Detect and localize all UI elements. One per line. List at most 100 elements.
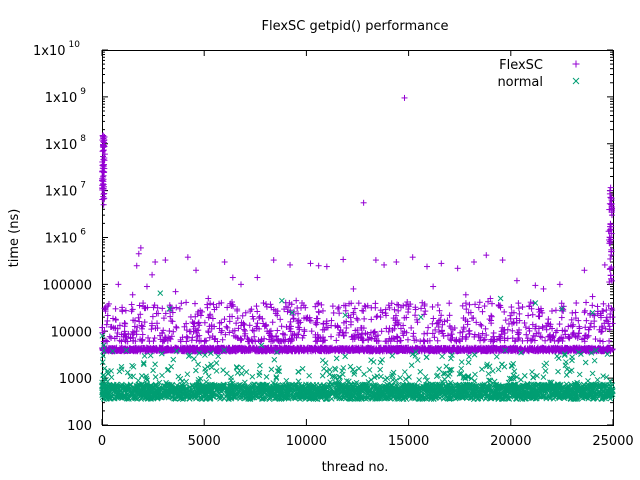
flexsc-point: [340, 256, 347, 263]
y-axis-label: time (ns): [7, 209, 22, 268]
flexsc-point: [323, 263, 330, 270]
x-tick-label: 5000: [188, 434, 221, 449]
normal-point: [559, 306, 565, 312]
scatter-points: [99, 94, 615, 366]
flexsc-point: [143, 283, 150, 290]
flexsc-point: [438, 260, 445, 267]
flexsc-point: [601, 261, 608, 268]
normal-point: [99, 332, 106, 339]
flexsc-point: [454, 265, 461, 272]
x-axis-ticks: 0 5000 10000 15000 20000 25000: [98, 50, 634, 449]
flexsc-point: [607, 236, 614, 243]
normal-point: [418, 314, 424, 320]
flexsc-point: [372, 257, 379, 264]
flexsc-point: [99, 165, 106, 172]
flexsc-point: [100, 132, 107, 139]
normal-point: [342, 312, 349, 319]
flexsc-point: [556, 281, 563, 288]
normal-cloud: [99, 347, 616, 403]
flexsc-point: [152, 259, 159, 266]
flexsc-point: [409, 254, 416, 261]
flexsc-point: [532, 282, 539, 289]
x-axis-label: thread no.: [322, 460, 389, 475]
normal-point: [589, 309, 596, 316]
chart-title: FlexSC getpid() performance: [261, 19, 448, 34]
y-tick-label: 1x10 10: [33, 40, 80, 59]
flexsc-point: [287, 261, 294, 268]
legend-marker-normal: [572, 77, 580, 85]
x-tick-label: 15000: [388, 434, 429, 449]
normal-point: [100, 352, 106, 359]
normal-point: [279, 297, 285, 304]
flexsc-point: [608, 212, 615, 219]
flexsc-point: [423, 263, 430, 270]
flexsc-point: [540, 285, 547, 292]
flexsc-point: [99, 137, 106, 144]
flexsc-point: [471, 259, 478, 266]
y-tick-label: 100000: [42, 278, 92, 293]
flexsc-point: [487, 295, 494, 302]
normal-point: [289, 309, 295, 316]
flexsc-point: [260, 300, 267, 307]
flexsc-point: [393, 259, 400, 266]
x-tick-label: 0: [98, 434, 106, 449]
flexsc-point: [401, 94, 408, 101]
flexsc-point: [293, 297, 300, 304]
flexsc-point: [462, 291, 469, 298]
flexsc-point: [364, 302, 371, 309]
flexsc-cloud: [99, 132, 616, 355]
x-tick-label: 20000: [490, 434, 531, 449]
x-tick-label: 25000: [592, 434, 633, 449]
y-tick-label: 1x10 9: [45, 87, 87, 106]
flexsc-point: [589, 293, 596, 300]
flexsc-point: [99, 324, 106, 331]
legend-marker-flexsc: [572, 60, 580, 68]
normal-point: [319, 357, 326, 364]
flexsc-point: [360, 199, 367, 206]
flexsc-point: [581, 267, 588, 274]
flexsc-point: [101, 142, 108, 149]
flexsc-point: [381, 261, 388, 268]
normal-point: [258, 342, 265, 349]
flexsc-point: [430, 283, 437, 290]
normal-point: [166, 306, 173, 312]
flexsc-point: [221, 259, 228, 266]
flexsc-point: [513, 277, 520, 284]
flexsc-point: [606, 187, 613, 194]
flexsc-point: [101, 133, 108, 140]
legend-label-normal: normal: [497, 75, 543, 90]
flexsc-point: [115, 281, 122, 288]
flexsc-point: [101, 151, 108, 158]
normal-point: [569, 354, 575, 361]
flexsc-point: [350, 285, 357, 292]
flexsc-point: [607, 226, 614, 233]
flexsc-point: [133, 262, 140, 269]
y-tick-label: 100: [67, 419, 92, 434]
normal-point: [458, 359, 465, 365]
normal-point: [497, 295, 504, 302]
normal-point: [213, 360, 220, 366]
legend-label-flexsc: FlexSC: [499, 58, 543, 73]
flexsc-point: [307, 260, 314, 267]
flexsc-point: [137, 244, 144, 251]
flexsc-point: [499, 257, 506, 264]
normal-point: [518, 349, 524, 356]
flexsc-point: [229, 274, 236, 281]
flexsc-point: [172, 288, 179, 295]
y-tick-label: 1x10 7: [45, 181, 86, 200]
flexsc-point: [162, 257, 169, 264]
normal-point: [532, 300, 539, 306]
flexsc-point: [607, 194, 614, 201]
normal-point: [389, 352, 396, 359]
flexsc-point: [483, 252, 490, 259]
legend: FlexSC normal: [497, 58, 580, 90]
flexsc-point: [573, 300, 580, 307]
flexsc-point: [254, 274, 261, 281]
flexsc-point: [193, 267, 200, 274]
flexsc-point: [100, 201, 107, 208]
y-tick-label: 10000: [51, 325, 92, 340]
flexsc-point: [184, 254, 191, 261]
y-tick-label: 1x10 6: [45, 228, 87, 247]
flexsc-point: [135, 250, 142, 257]
normal-point: [157, 290, 164, 296]
